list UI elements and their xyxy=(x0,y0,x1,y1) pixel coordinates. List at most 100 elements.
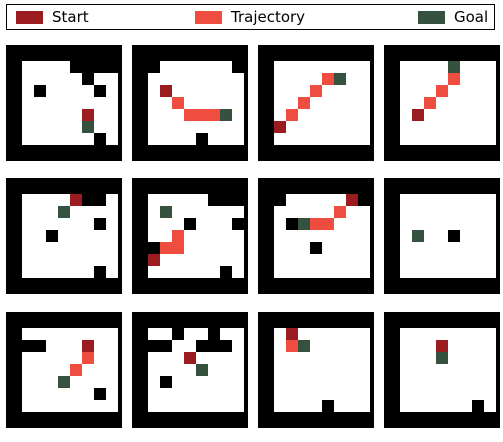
floor-cell xyxy=(424,206,436,218)
floor-cell xyxy=(34,376,46,388)
floor-cell xyxy=(286,400,298,412)
floor-cell xyxy=(196,97,208,109)
floor-cell xyxy=(448,400,460,412)
floor-cell xyxy=(46,61,58,73)
goal-swatch xyxy=(418,10,445,24)
floor-cell xyxy=(70,73,82,85)
floor-cell xyxy=(448,85,460,97)
floor-cell xyxy=(310,376,322,388)
floor-cell xyxy=(232,388,244,400)
floor-cell xyxy=(460,97,472,109)
floor-cell xyxy=(424,230,436,242)
trajectory-cell xyxy=(310,85,322,97)
floor-cell xyxy=(358,352,370,364)
floor-cell xyxy=(94,352,106,364)
floor-cell xyxy=(58,388,70,400)
floor-cell xyxy=(400,61,412,73)
floor-cell xyxy=(298,328,310,340)
floor-cell xyxy=(196,376,208,388)
floor-cell xyxy=(184,73,196,85)
floor-cell xyxy=(106,109,118,121)
floor-cell xyxy=(424,340,436,352)
floor-cell xyxy=(106,97,118,109)
floor-cell xyxy=(196,266,208,278)
floor-cell xyxy=(184,97,196,109)
floor-cell xyxy=(424,109,436,121)
floor-cell xyxy=(70,352,82,364)
floor-cell xyxy=(46,376,58,388)
trajectory-cell xyxy=(424,97,436,109)
floor-cell xyxy=(346,376,358,388)
floor-cell xyxy=(484,121,496,133)
floor-cell xyxy=(424,328,436,340)
floor-cell xyxy=(310,328,322,340)
maze-panel-1 xyxy=(6,45,122,161)
floor-cell xyxy=(70,242,82,254)
floor-cell xyxy=(484,230,496,242)
floor-cell xyxy=(448,388,460,400)
floor-cell xyxy=(424,376,436,388)
floor-cell xyxy=(322,340,334,352)
floor-cell xyxy=(220,242,232,254)
floor-cell xyxy=(460,340,472,352)
floor-cell xyxy=(160,400,172,412)
floor-cell xyxy=(184,133,196,145)
floor-cell xyxy=(412,242,424,254)
floor-cell xyxy=(184,206,196,218)
legend-start: Start xyxy=(16,5,89,29)
floor-cell xyxy=(106,194,118,206)
floor-cell xyxy=(412,73,424,85)
floor-cell xyxy=(424,254,436,266)
floor-cell xyxy=(400,121,412,133)
floor-cell xyxy=(172,109,184,121)
floor-cell xyxy=(334,230,346,242)
floor-cell xyxy=(310,352,322,364)
floor-cell xyxy=(346,133,358,145)
floor-cell xyxy=(22,364,34,376)
floor-cell xyxy=(208,388,220,400)
floor-cell xyxy=(424,400,436,412)
floor-cell xyxy=(448,254,460,266)
floor-cell xyxy=(448,242,460,254)
floor-cell xyxy=(310,61,322,73)
floor-cell xyxy=(400,388,412,400)
floor-cell xyxy=(196,400,208,412)
floor-cell xyxy=(46,194,58,206)
floor-cell xyxy=(484,73,496,85)
floor-cell xyxy=(106,352,118,364)
floor-cell xyxy=(286,133,298,145)
floor-cell xyxy=(106,85,118,97)
floor-cell xyxy=(70,376,82,388)
floor-cell xyxy=(232,85,244,97)
floor-cell xyxy=(298,194,310,206)
floor-cell xyxy=(436,206,448,218)
floor-cell xyxy=(94,97,106,109)
floor-cell xyxy=(298,242,310,254)
floor-cell xyxy=(196,73,208,85)
floor-cell xyxy=(310,254,322,266)
floor-cell xyxy=(172,218,184,230)
floor-cell xyxy=(70,97,82,109)
floor-cell xyxy=(82,206,94,218)
maze-panel-3 xyxy=(258,45,374,161)
floor-cell xyxy=(22,206,34,218)
floor-cell xyxy=(22,73,34,85)
floor-cell xyxy=(82,328,94,340)
floor-cell xyxy=(358,109,370,121)
floor-cell xyxy=(400,400,412,412)
floor-cell xyxy=(412,133,424,145)
floor-cell xyxy=(472,340,484,352)
floor-cell xyxy=(22,85,34,97)
floor-cell xyxy=(358,230,370,242)
floor-cell xyxy=(232,376,244,388)
trajectory-cell xyxy=(172,97,184,109)
floor-cell xyxy=(400,254,412,266)
floor-cell xyxy=(160,61,172,73)
floor-cell xyxy=(436,242,448,254)
floor-cell xyxy=(286,388,298,400)
floor-cell xyxy=(232,242,244,254)
floor-cell xyxy=(46,328,58,340)
floor-cell xyxy=(58,121,70,133)
floor-cell xyxy=(298,266,310,278)
floor-cell xyxy=(94,121,106,133)
